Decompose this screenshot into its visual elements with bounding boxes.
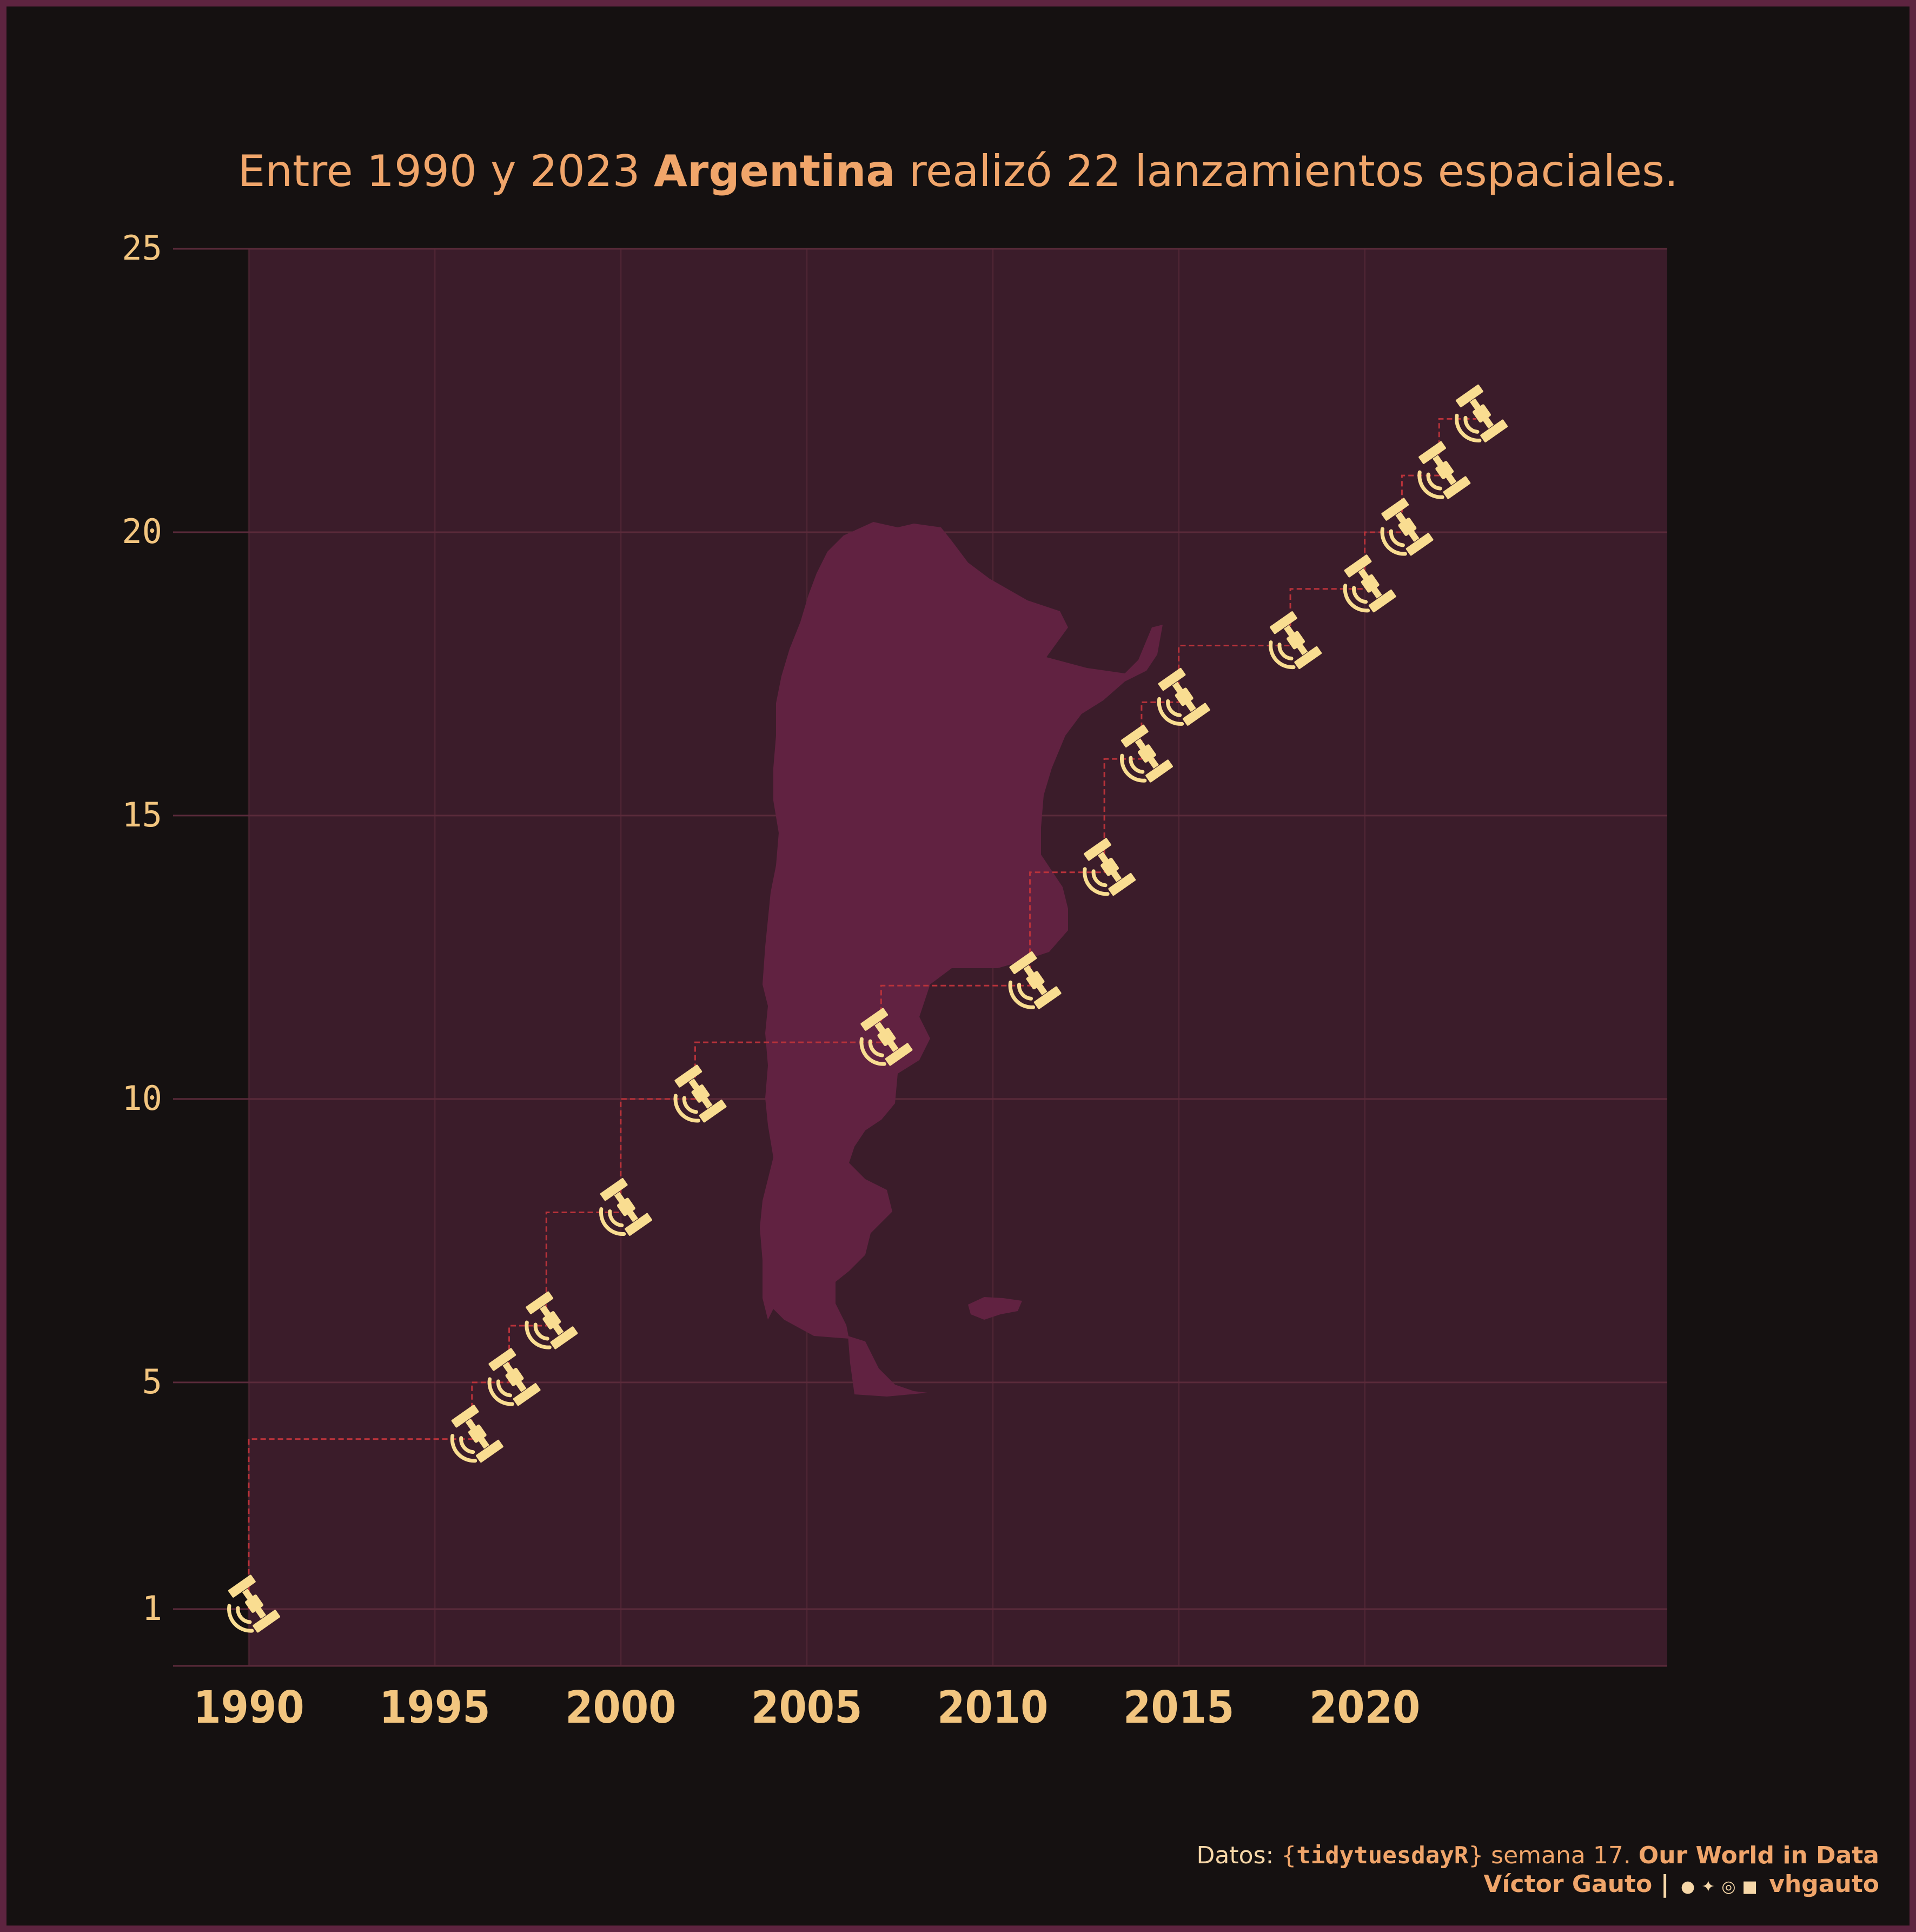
title-part-1: Entre 1990 y 2023 [237,146,654,196]
caption-handle: vhgauto [1769,1870,1879,1898]
step-line [248,418,1476,1609]
y-tick-label: 1 [142,1589,162,1628]
title-part-2: realizó 22 lanzamientos espaciales. [895,146,1679,196]
y-tick-label: 20 [122,512,162,551]
caption-package: tidytuesdayR [1296,1842,1469,1869]
caption-separator: | [1660,1870,1669,1898]
y-tick-label: 25 [122,228,162,268]
caption-author: Víctor Gauto [1483,1870,1653,1898]
x-tick-label: 1995 [379,1682,490,1733]
caption-source: Our World in Data [1638,1842,1879,1869]
title-highlight: Argentina [653,146,896,196]
step-path [248,418,1476,1609]
chart-title: Entre 1990 y 2023 Argentina realizó 22 l… [0,146,1916,196]
caption-brace-open: { [1281,1842,1297,1869]
caption-author-line: Víctor Gauto | ● ✦ ◎ ■ vhgauto [1483,1870,1879,1898]
x-tick-label: 2020 [1309,1682,1420,1733]
argentina-map [760,522,1163,1397]
caption-prefix: Datos: [1196,1842,1282,1869]
y-tick-label: 5 [142,1362,162,1401]
x-tick-label: 2010 [937,1682,1048,1733]
caption-brace-close: } [1468,1842,1484,1869]
y-tick-label: 10 [122,1079,162,1118]
x-tick-label: 1990 [193,1682,304,1733]
y-tick-label: 15 [122,795,162,835]
caption-source-line: Datos: {tidytuesdayR} semana 17. Our Wor… [1197,1842,1879,1869]
x-tick-label: 2005 [751,1682,862,1733]
caption-week: semana 17. [1483,1842,1639,1869]
x-tick-label: 2015 [1123,1682,1234,1733]
twitter-icon: ✦ [1701,1877,1715,1896]
x-tick-label: 2000 [565,1682,676,1733]
github-icon: ● [1681,1877,1695,1896]
x-axis: 1990 1995 2000 2005 2010 2015 2020 [193,1682,1420,1733]
instagram-icon: ◎ [1721,1877,1736,1896]
mastodon-icon: ■ [1742,1877,1758,1896]
